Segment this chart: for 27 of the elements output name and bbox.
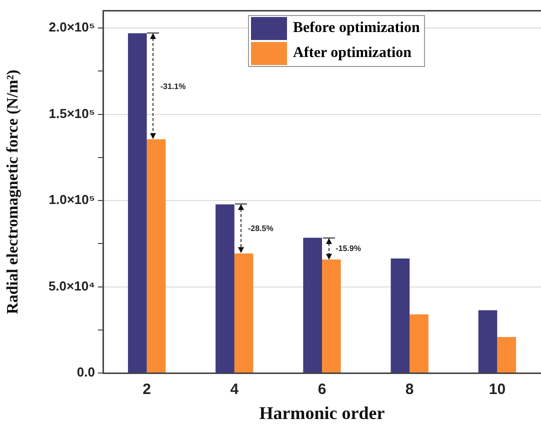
x-tick-label: 2 xyxy=(142,381,151,398)
bar xyxy=(478,310,498,372)
annotation: -15.9% xyxy=(336,244,361,254)
annotation: -31.1% xyxy=(160,82,186,92)
y-tick-label: 2.0×10⁵ xyxy=(48,20,95,35)
y-tick-label: 1.5×10⁵ xyxy=(48,106,95,121)
x-tick-label: 4 xyxy=(230,381,240,398)
bar xyxy=(497,336,516,372)
bar xyxy=(128,33,147,372)
bar xyxy=(390,258,410,372)
legend-label: Before optimization xyxy=(293,20,420,37)
legend-label: After optimization xyxy=(293,44,412,62)
x-axis-title: Harmonic order xyxy=(259,402,385,423)
bar xyxy=(410,314,428,372)
y-axis-title: Radial electromagnetic force (N/m²) xyxy=(4,70,22,314)
bar xyxy=(234,253,254,372)
x-tick-label: 10 xyxy=(488,381,506,398)
x-tick-label: 8 xyxy=(405,381,414,398)
y-tick-label: 0.0 xyxy=(76,364,95,380)
x-tick-label: 6 xyxy=(318,381,326,398)
y-tick-label: 5.0×10⁴ xyxy=(48,278,95,294)
bar xyxy=(303,238,322,372)
bar xyxy=(322,260,341,372)
bar xyxy=(146,139,166,372)
annotation: -28.5% xyxy=(248,224,274,234)
bar xyxy=(216,204,234,372)
y-tick-label: 1.0×10⁵ xyxy=(48,192,95,208)
